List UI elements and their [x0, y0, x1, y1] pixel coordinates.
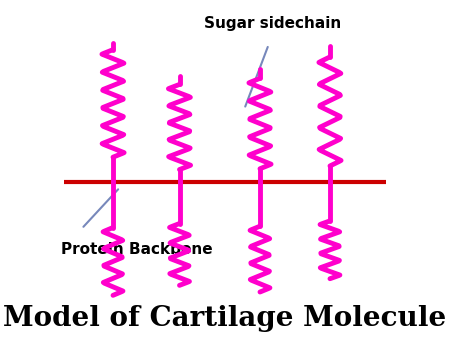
- Text: Protein Backbone: Protein Backbone: [61, 242, 212, 257]
- Text: Model of Cartilage Molecule: Model of Cartilage Molecule: [4, 305, 446, 332]
- Text: Sugar sidechain: Sugar sidechain: [203, 16, 341, 31]
